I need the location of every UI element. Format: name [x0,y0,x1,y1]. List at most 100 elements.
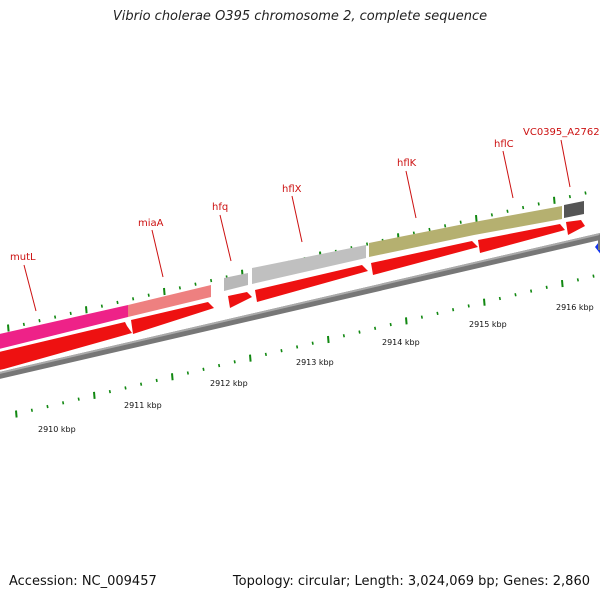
gene-label-hflC: hflC [494,139,514,150]
kbp-labels: 2910 kbp 2911 kbp 2912 kbp 2913 kbp 2914… [38,303,594,434]
position-tick [280,349,283,353]
position-tick [116,300,119,305]
position-tick [561,280,564,288]
position-tick [46,404,49,409]
position-tick [178,286,181,290]
gene-row [0,201,600,349]
position-tick [296,345,299,349]
gene-block-VC0395_A2762 [564,201,584,218]
position-tick [249,354,252,362]
gene-block-hflK [369,222,474,257]
gene-label-hflK: hflK [397,158,417,169]
position-tick [264,352,267,357]
position-tick [405,317,408,325]
position-tick [506,209,509,213]
position-tick [530,289,533,293]
position-tick [210,278,213,283]
position-tick [584,191,587,195]
position-tick [327,335,330,344]
position-tick [132,297,135,301]
position-tick [69,311,72,316]
position-tick [459,220,462,224]
position-tick [514,293,517,297]
position-tick [202,367,205,371]
position-tick [163,287,166,296]
position-tick [592,274,595,278]
position-tick [7,324,10,332]
position-tick [194,282,197,286]
position-tick [171,373,174,381]
cds-arrow [255,265,368,302]
cds-arrow [566,220,585,235]
position-tick [140,382,143,386]
cds-arrow [371,241,478,275]
position-tick [155,378,158,383]
gene-label-miaA: miaA [138,218,164,229]
kbp-label-2910: 2910 kbp [38,425,76,434]
position-tick [428,227,431,232]
backbone [0,233,600,379]
cds-arrow [228,292,252,308]
inner-tick-row [15,274,595,418]
position-tick [452,308,455,312]
position-tick [366,242,369,246]
position-tick [85,306,88,314]
position-tick [233,360,236,364]
position-tick [77,397,80,401]
position-tick [490,213,493,217]
position-tick [311,341,314,345]
cds-arrow [478,224,565,253]
position-tick [100,304,103,308]
kbp-label-2915: 2915 kbp [469,320,507,329]
position-tick [475,214,478,223]
accession-text: Accession: NC_009457 [9,574,157,589]
position-tick [467,304,470,308]
position-tick [93,391,96,399]
kbp-label-2911: 2911 kbp [124,401,162,410]
position-tick [522,205,525,210]
position-tick [62,401,65,405]
cds-arrow [131,302,214,334]
position-tick [124,386,127,390]
gene-label-mutL: mutL [10,252,36,263]
position-tick [22,322,25,327]
cds-arrow [0,322,132,370]
cds-row [0,220,600,370]
gene-block-hflC [474,206,562,235]
position-tick [108,389,111,394]
position-tick [444,224,447,228]
position-tick [374,326,377,330]
position-tick [545,285,548,289]
gene-block-mutL [0,305,128,349]
position-tick [15,410,18,418]
position-tick [358,330,361,334]
gene-block-hflX [252,245,366,284]
gene-label-hflX: hflX [282,184,302,195]
position-tick [30,408,33,412]
position-tick [576,278,579,282]
gene-block-hfq [224,273,248,291]
position-tick [498,296,501,301]
position-tick [342,334,345,338]
gene-block-miaA [128,285,211,317]
position-tick [420,315,423,319]
map-title: Vibrio cholerae O395 chromosome 2, compl… [112,9,488,24]
position-tick [568,194,571,199]
gene-labels: mutL miaA hfq hflX hflK hflC VC0395_A276… [10,127,600,312]
position-tick [537,202,540,206]
kbp-label-2914: 2914 kbp [382,338,420,347]
position-tick [483,298,486,306]
position-tick [553,196,556,204]
position-tick [218,363,221,368]
position-tick [389,322,392,327]
position-tick [54,315,57,319]
kbp-label-2916: 2916 kbp [556,303,594,312]
position-tick [436,311,439,316]
gene-label-VC0395_A2762: VC0395_A2762 [523,127,600,138]
kbp-label-2913: 2913 kbp [296,358,334,367]
position-tick [147,293,150,297]
kbp-label-2912: 2912 kbp [210,379,248,388]
genome-summary-text: Topology: circular; Length: 3,024,069 bp… [232,574,590,589]
